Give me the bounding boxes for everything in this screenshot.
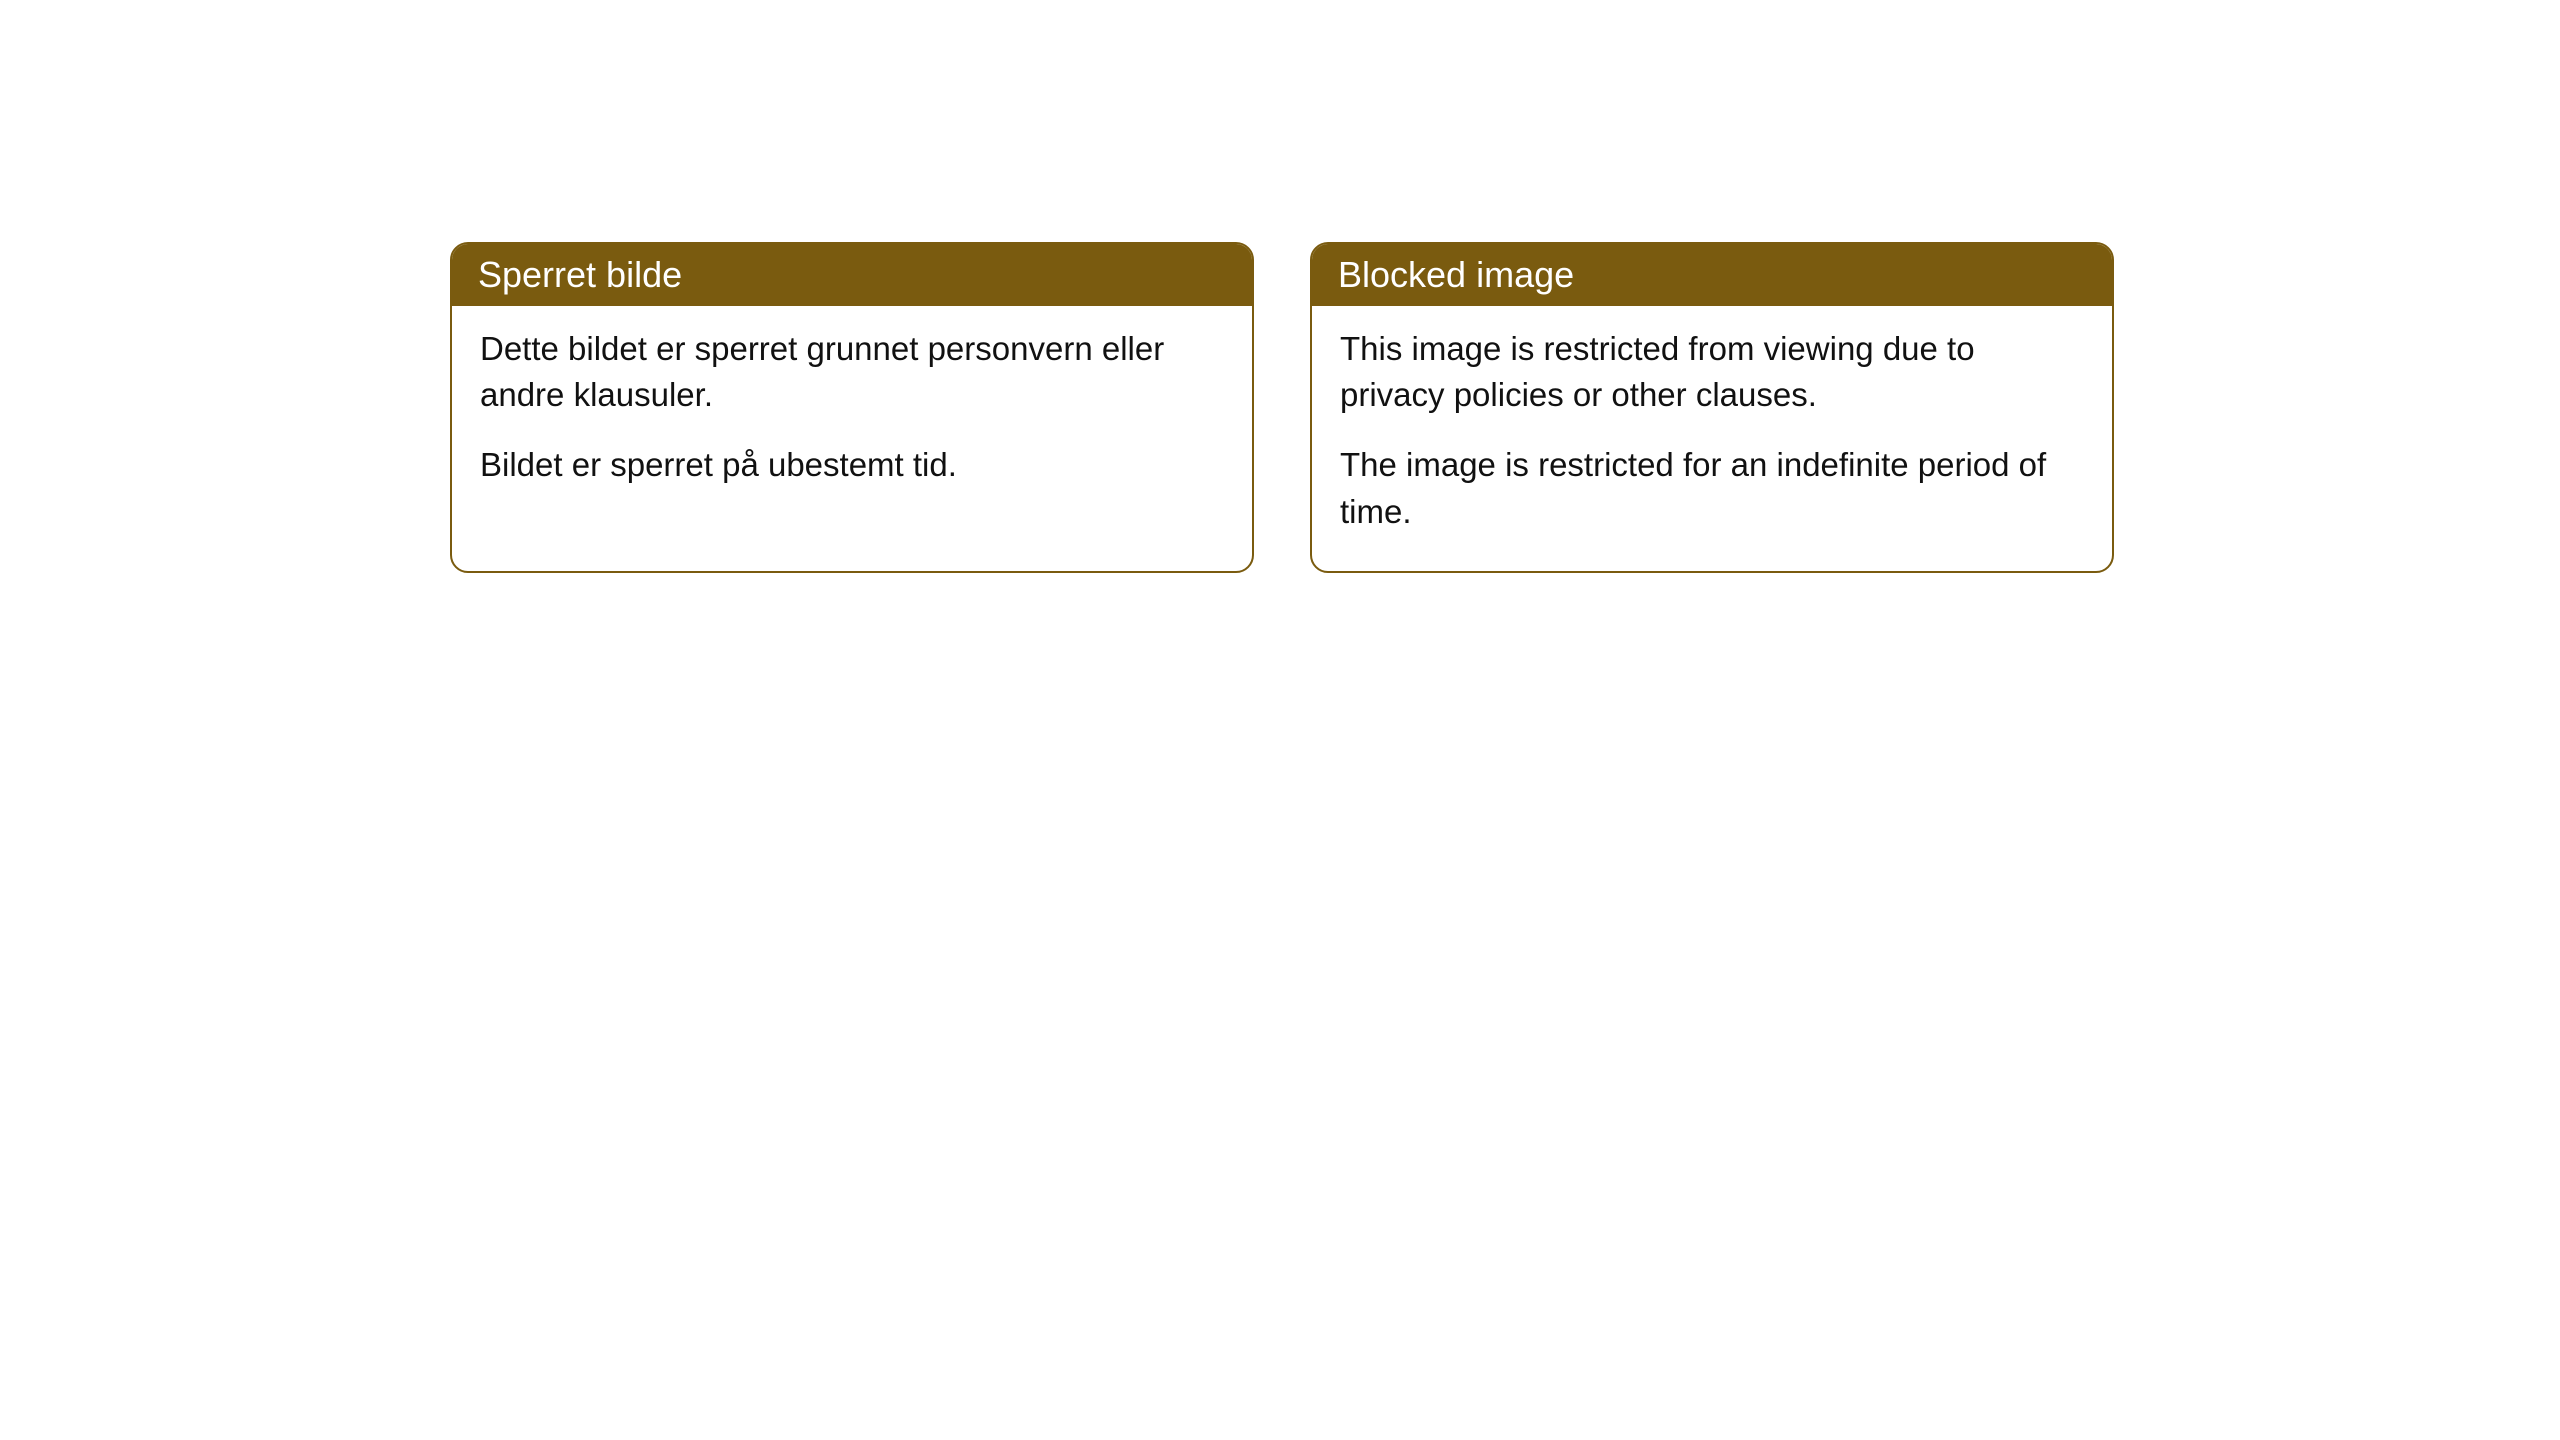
notice-body-english: This image is restricted from viewing du…	[1312, 306, 2112, 571]
notice-paragraph: Bildet er sperret på ubestemt tid.	[480, 442, 1224, 488]
notice-card-norwegian: Sperret bilde Dette bildet er sperret gr…	[450, 242, 1254, 573]
notice-paragraph: Dette bildet er sperret grunnet personve…	[480, 326, 1224, 418]
notice-header-english: Blocked image	[1312, 244, 2112, 306]
notice-paragraph: This image is restricted from viewing du…	[1340, 326, 2084, 418]
notice-paragraph: The image is restricted for an indefinit…	[1340, 442, 2084, 534]
notice-cards-container: Sperret bilde Dette bildet er sperret gr…	[450, 242, 2114, 573]
notice-body-norwegian: Dette bildet er sperret grunnet personve…	[452, 306, 1252, 525]
notice-card-english: Blocked image This image is restricted f…	[1310, 242, 2114, 573]
notice-header-norwegian: Sperret bilde	[452, 244, 1252, 306]
